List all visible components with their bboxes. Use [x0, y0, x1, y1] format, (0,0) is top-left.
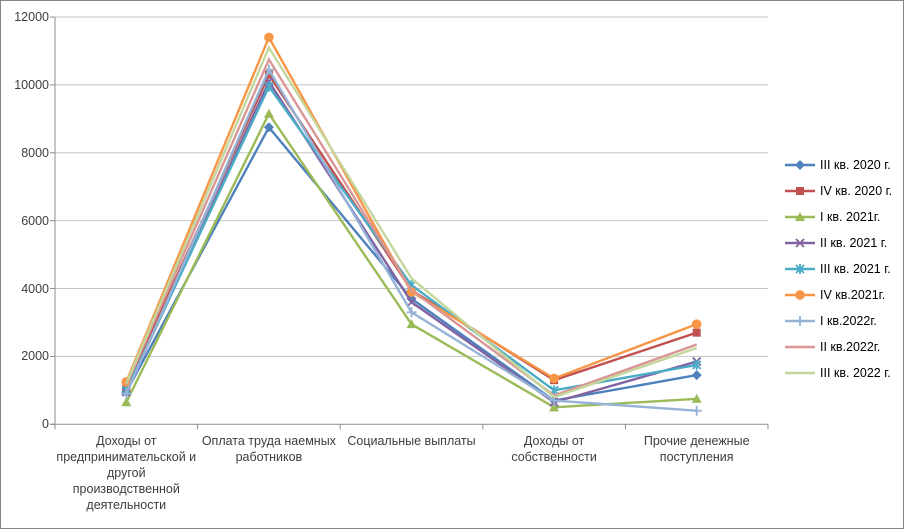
y-tick-label: 6000: [21, 213, 49, 228]
series-1: [121, 122, 702, 406]
legend-marker-asterisk-icon: [785, 264, 815, 274]
legend-item-9: III кв. 2022 г.: [784, 360, 892, 386]
y-tick-label: 0: [42, 417, 49, 432]
legend-marker-triangle-icon: [785, 212, 815, 221]
legend-item-3: I кв. 2021г.: [784, 204, 892, 230]
y-tick-label: 10000: [14, 77, 49, 92]
legend-marker-diamond-icon: [785, 160, 815, 170]
series-6: [121, 32, 702, 387]
y-tick-label: 2000: [21, 349, 49, 364]
legend-label: IV кв. 2020 г.: [820, 184, 893, 198]
series-9: [125, 44, 698, 399]
y-tick-label: 4000: [21, 281, 49, 296]
legend-label: I кв. 2021г.: [820, 210, 881, 224]
legend-item-8: II кв.2022г.: [784, 334, 892, 360]
legend-marker-plus-icon: [785, 316, 815, 326]
axes: [50, 16, 769, 430]
legend-item-6: IV кв.2021г.: [784, 282, 892, 308]
legend-item-2: IV кв. 2020 г.: [784, 178, 892, 204]
legend-label: III кв. 2021 г.: [820, 262, 891, 276]
legend-label: III кв. 2022 г.: [820, 366, 891, 380]
x-category-label: Доходы от предпринимательской и другой прои…: [56, 434, 197, 512]
chart-legend: III кв. 2020 г. IV кв. 2020 г. I кв. 2021г…: [784, 152, 892, 386]
legend-label: II кв. 2021 г.: [820, 236, 888, 250]
x-category-label: Прочие денежные поступления: [643, 434, 750, 464]
legend-item-5: III кв. 2021 г.: [784, 256, 892, 282]
series-2: [122, 70, 701, 391]
legend-item-7: I кв.2022г.: [784, 308, 892, 334]
legend-item-4: II кв. 2021 г.: [784, 230, 892, 256]
legend-marker-none-icon: [785, 345, 815, 349]
legend-label: III кв. 2020 г.: [820, 158, 891, 172]
legend-marker-circle-icon: [785, 290, 815, 300]
x-category-label: Социальные выплаты: [347, 434, 476, 448]
legend-item-1: III кв. 2020 г.: [784, 152, 892, 178]
x-category-label: Оплата труда наемных работников: [201, 434, 336, 464]
legend-label: II кв.2022г.: [820, 340, 881, 354]
legend-marker-x-icon: [785, 238, 815, 248]
series-3: [121, 108, 702, 412]
x-category-label: Доходы от собственности: [511, 434, 597, 464]
series-8: [125, 56, 698, 397]
legend-label: IV кв.2021г.: [820, 288, 886, 302]
legend-marker-none-icon: [785, 371, 815, 375]
y-tick-label: 12000: [14, 10, 49, 24]
legend-label: I кв.2022г.: [820, 314, 877, 328]
legend-marker-square-icon: [785, 187, 815, 195]
y-tick-label: 8000: [21, 145, 49, 160]
